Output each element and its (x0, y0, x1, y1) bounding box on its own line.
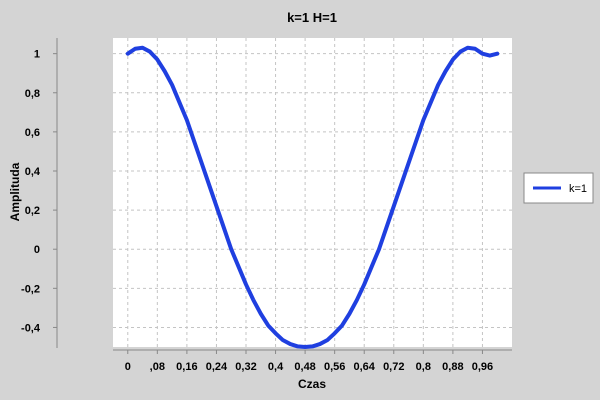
x-tick-label: 0,88 (442, 361, 463, 373)
x-tick-label: 0,24 (206, 361, 228, 373)
x-tick-label: 0,56 (324, 361, 345, 373)
x-axis-label: Czas (298, 377, 326, 391)
series-layer (125, 45, 500, 349)
y-tick-label: 1 (34, 49, 40, 61)
x-tick-label: 0 (125, 361, 131, 373)
x-tick-label: ,08 (150, 361, 165, 373)
y-tick-label: 0 (34, 244, 40, 256)
x-tick-label: 0,8 (416, 361, 431, 373)
legend: k=1 (523, 172, 594, 204)
y-axis-ticks: 1 0,8 0,6 0,4 0,2 0 -0,2 -0,4 (21, 49, 57, 334)
chart-title: k=1 H=1 (287, 10, 337, 25)
y-tick-label: 0,2 (25, 205, 40, 217)
y-tick-label: -0,2 (21, 283, 40, 295)
y-tick-label: 0,8 (25, 88, 40, 100)
x-tick-label: 0,16 (176, 361, 197, 373)
grid (113, 38, 512, 347)
x-tick-label: 0,48 (294, 361, 315, 373)
x-tick-label: 0,72 (383, 361, 404, 373)
y-tick-label: -0,4 (21, 322, 41, 334)
x-tick-label: 0,32 (235, 361, 256, 373)
x-tick-label: 0,96 (472, 361, 493, 373)
x-tick-label: 0,64 (354, 361, 376, 373)
y-tick-label: 0,4 (25, 166, 41, 178)
plot-area (113, 38, 512, 347)
y-tick-label: 0,6 (25, 127, 40, 139)
legend-label: k=1 (569, 183, 587, 195)
y-axis-label: Amplituda (8, 162, 22, 221)
series-line-k-1 (125, 45, 500, 349)
x-tick-label: 0,4 (268, 361, 284, 373)
x-axis-ticks: 0 ,08 0,16 0,24 0,32 0,4 0,48 0,56 0,64 0,72 0,8 0,… (125, 350, 493, 373)
